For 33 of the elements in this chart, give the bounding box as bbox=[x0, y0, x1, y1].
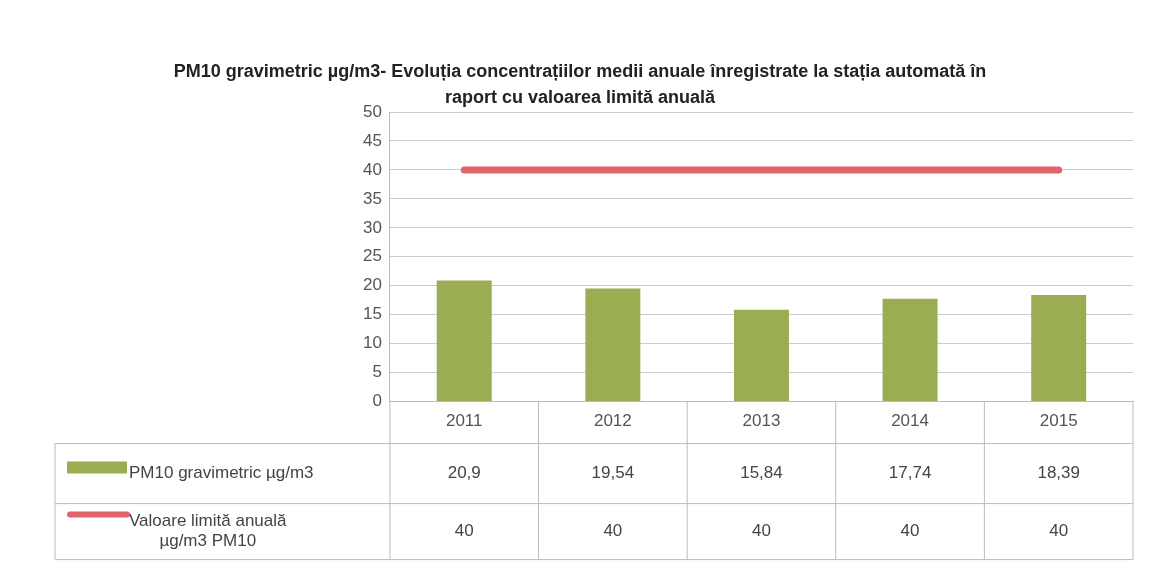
x-tick-label: 2013 bbox=[742, 411, 781, 431]
data-label: 40 bbox=[900, 521, 920, 541]
y-tick-label: 30 bbox=[362, 217, 382, 237]
x-tick-label: 2015 bbox=[1039, 411, 1078, 431]
x-tick-label: 2011 bbox=[445, 411, 483, 431]
data-label: 15,84 bbox=[740, 463, 783, 483]
y-tick-label: 25 bbox=[362, 246, 382, 266]
data-label: 18,39 bbox=[1037, 463, 1080, 483]
data-label: 40 bbox=[603, 521, 623, 541]
x-tick-label: 2012 bbox=[593, 411, 632, 431]
y-tick-label: 20 bbox=[362, 275, 382, 295]
y-tick-label: 10 bbox=[362, 333, 382, 353]
data-label: 20,9 bbox=[447, 463, 481, 483]
bar bbox=[585, 288, 641, 402]
data-label: 40 bbox=[751, 521, 771, 541]
y-tick-label: 40 bbox=[362, 159, 382, 179]
data-label: 19,54 bbox=[591, 463, 635, 483]
data-label: 17,74 bbox=[888, 463, 932, 483]
legend-label: PM10 gravimetric µg/m3 bbox=[129, 463, 314, 483]
data-label: 40 bbox=[454, 521, 474, 541]
bar bbox=[436, 280, 492, 402]
bar bbox=[1031, 295, 1087, 402]
y-tick-label: 15 bbox=[362, 304, 382, 324]
y-tick-label: 5 bbox=[372, 362, 382, 382]
data-label: 40 bbox=[1049, 521, 1069, 541]
bar bbox=[733, 309, 789, 402]
y-tick-label: 45 bbox=[362, 130, 382, 150]
y-tick-label: 35 bbox=[362, 188, 382, 208]
y-tick-label: 50 bbox=[362, 101, 382, 121]
bar bbox=[882, 298, 938, 402]
x-tick-label: 2014 bbox=[891, 411, 929, 431]
y-tick-label: 0 bbox=[372, 391, 382, 411]
legend-label: Valoare limită anuală µg/m3 PM10 bbox=[129, 511, 288, 551]
